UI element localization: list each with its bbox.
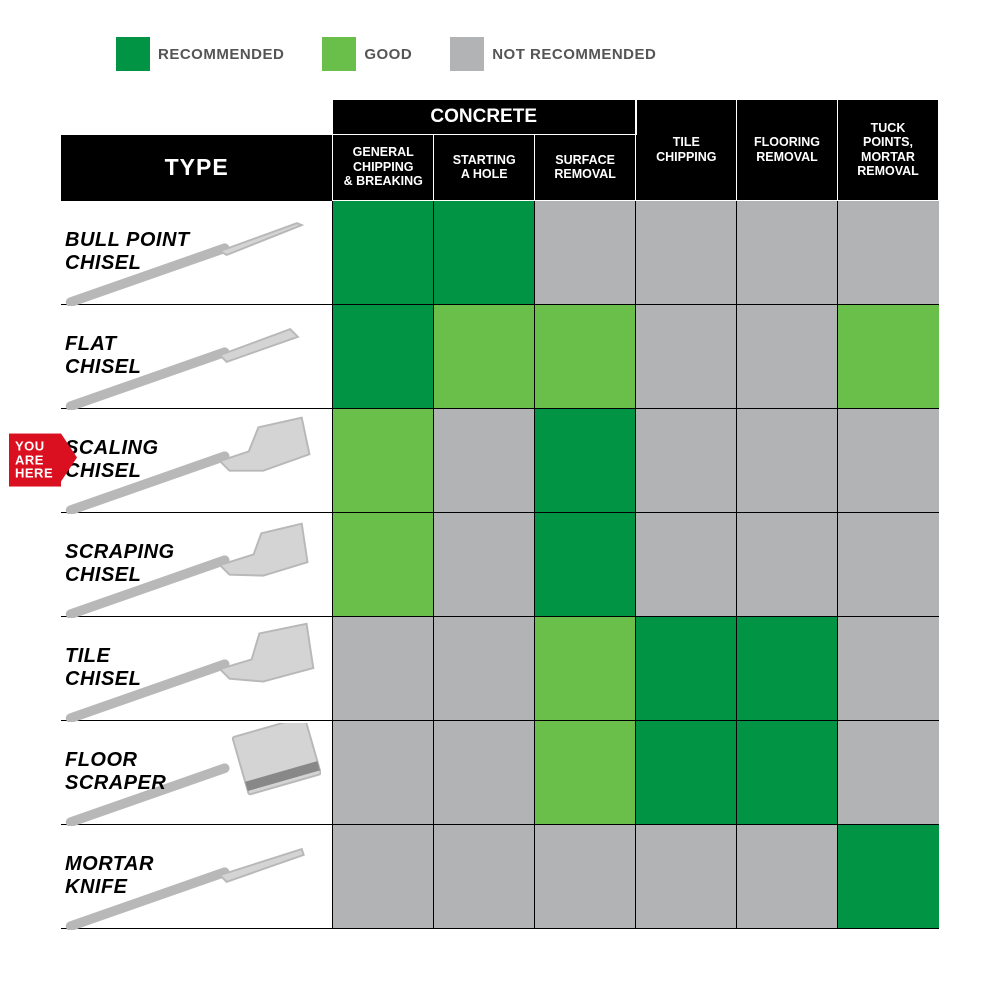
legend-swatch-not_recommended <box>450 37 484 71</box>
header-app-2: SURFACE REMOVAL <box>535 134 636 200</box>
cell-not_recommended <box>838 512 939 616</box>
row-label: SCALINGCHISELYOUAREHERE <box>61 408 333 512</box>
header-app-4: FLOORING REMOVAL <box>737 100 838 201</box>
cell-not_recommended <box>636 512 737 616</box>
header-type: TYPE <box>61 134 333 200</box>
row-label: MORTARKNIFE <box>61 824 333 928</box>
legend-label-recommended: RECOMMENDED <box>158 46 284 63</box>
you-are-here-badge: YOUAREHERE <box>9 434 61 487</box>
header-blank-corner <box>61 100 333 135</box>
cell-recommended <box>737 616 838 720</box>
cell-not_recommended <box>838 720 939 824</box>
header-app-3: TILE CHIPPING <box>636 100 737 201</box>
cell-not_recommended <box>737 408 838 512</box>
cell-not_recommended <box>737 512 838 616</box>
legend: RECOMMENDED GOOD NOT RECOMMENDED <box>116 37 939 71</box>
cell-not_recommended <box>838 616 939 720</box>
cell-not_recommended <box>838 408 939 512</box>
cell-not_recommended <box>333 616 434 720</box>
table-row: TILECHISEL <box>61 616 939 720</box>
cell-not_recommended <box>535 200 636 304</box>
comparison-table: CONCRETETILE CHIPPINGFLOORING REMOVALTUC… <box>61 99 939 929</box>
cell-not_recommended <box>636 304 737 408</box>
table-row: SCRAPINGCHISEL <box>61 512 939 616</box>
cell-not_recommended <box>333 720 434 824</box>
legend-swatch-good <box>322 37 356 71</box>
table-header: CONCRETETILE CHIPPINGFLOORING REMOVALTUC… <box>61 100 939 201</box>
cell-not_recommended <box>434 512 535 616</box>
cell-recommended <box>333 200 434 304</box>
cell-not_recommended <box>434 408 535 512</box>
legend-swatch-recommended <box>116 37 150 71</box>
cell-not_recommended <box>434 616 535 720</box>
legend-label-good: GOOD <box>364 46 412 63</box>
table-row: FLOORSCRAPER <box>61 720 939 824</box>
cell-good <box>535 720 636 824</box>
legend-label-not_recommended: NOT RECOMMENDED <box>492 46 656 63</box>
row-label: FLOORSCRAPER <box>61 720 333 824</box>
header-app-1: STARTING A HOLE <box>434 134 535 200</box>
cell-recommended <box>535 408 636 512</box>
table-row: BULL POINTCHISEL <box>61 200 939 304</box>
cell-not_recommended <box>333 824 434 928</box>
cell-not_recommended <box>636 824 737 928</box>
header-app-0: GENERAL CHIPPING & BREAKING <box>333 134 434 200</box>
table-row: SCALINGCHISELYOUAREHERE <box>61 408 939 512</box>
row-label: TILECHISEL <box>61 616 333 720</box>
cell-recommended <box>333 304 434 408</box>
cell-good <box>838 304 939 408</box>
cell-not_recommended <box>434 824 535 928</box>
cell-not_recommended <box>838 200 939 304</box>
row-label: SCRAPINGCHISEL <box>61 512 333 616</box>
cell-not_recommended <box>636 408 737 512</box>
header-app-5: TUCK POINTS, MORTAR REMOVAL <box>838 100 939 201</box>
header-super-concrete: CONCRETE <box>333 100 636 135</box>
cell-not_recommended <box>737 304 838 408</box>
cell-recommended <box>636 616 737 720</box>
cell-not_recommended <box>737 824 838 928</box>
cell-good <box>535 616 636 720</box>
table-row: MORTARKNIFE <box>61 824 939 928</box>
table-row: FLATCHISEL <box>61 304 939 408</box>
cell-good <box>535 304 636 408</box>
table-body: BULL POINTCHISELFLATCHISELSCALINGCHISELY… <box>61 200 939 928</box>
cell-good <box>434 304 535 408</box>
cell-not_recommended <box>434 720 535 824</box>
row-label: FLATCHISEL <box>61 304 333 408</box>
cell-recommended <box>434 200 535 304</box>
cell-recommended <box>838 824 939 928</box>
cell-recommended <box>535 512 636 616</box>
cell-not_recommended <box>636 200 737 304</box>
cell-not_recommended <box>535 824 636 928</box>
cell-good <box>333 512 434 616</box>
cell-good <box>333 408 434 512</box>
cell-not_recommended <box>737 200 838 304</box>
cell-recommended <box>737 720 838 824</box>
cell-recommended <box>636 720 737 824</box>
row-label: BULL POINTCHISEL <box>61 200 333 304</box>
